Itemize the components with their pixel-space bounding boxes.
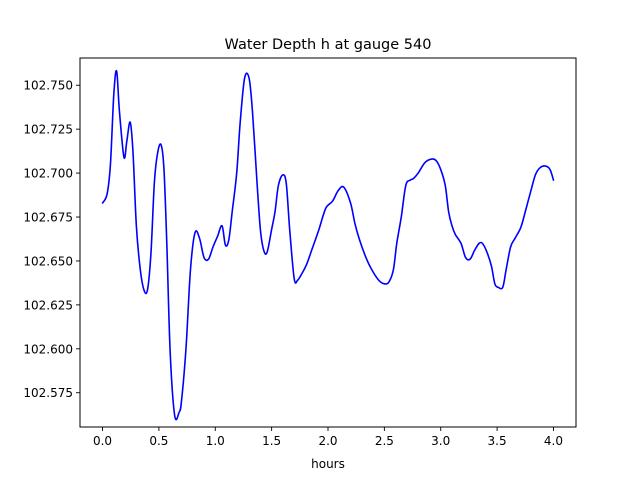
y-tick-label: 102.700 [23, 167, 73, 181]
series-line [101, 69, 555, 421]
y-tick-label: 102.575 [23, 386, 73, 400]
x-tick-label: 1.0 [206, 434, 225, 448]
chart-title: Water Depth h at gauge 540 [225, 37, 432, 53]
x-tick-label: 2.5 [375, 434, 394, 448]
x-tick-label: 4.0 [544, 434, 563, 448]
x-tick-label: 1.5 [262, 434, 281, 448]
axes-frame [79, 57, 577, 428]
y-tick-label: 102.675 [23, 211, 73, 225]
y-tick-label: 102.600 [23, 342, 73, 356]
y-tick-label: 102.750 [23, 79, 73, 93]
x-axis-label: hours [311, 457, 345, 471]
x-tick-label: 3.0 [431, 434, 450, 448]
y-tick-label: 102.650 [23, 254, 73, 268]
plot-area [101, 69, 555, 421]
x-tick-label: 0.0 [93, 434, 112, 448]
y-tick-label: 102.725 [23, 123, 73, 137]
y-axis-ticks: 102.575 102.600 102.625 102.650 102.675 102.7… [23, 79, 80, 400]
x-tick-label: 0.5 [149, 434, 168, 448]
x-tick-label: 3.5 [488, 434, 507, 448]
x-tick-label: 2.0 [318, 434, 337, 448]
x-axis-ticks: 0.0 0.5 1.0 1.5 2.0 2.5 3.0 3.5 4.0 [93, 427, 563, 448]
y-tick-label: 102.625 [23, 298, 73, 312]
